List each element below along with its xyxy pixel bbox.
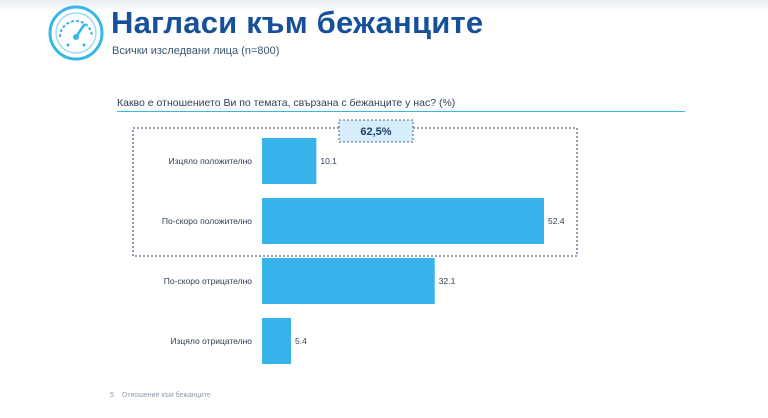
value-label: 52.4	[548, 216, 565, 226]
bar	[262, 258, 435, 304]
bar-group: Изцяло положително 10.1 По-скоро положител…	[162, 138, 565, 364]
category-label: По-скоро отрицателно	[164, 276, 252, 286]
question-underline	[117, 111, 685, 112]
page-title: Нагласи към бежанците	[111, 5, 484, 40]
page-number: 5	[110, 392, 114, 399]
category-label: По-скоро положително	[162, 216, 252, 226]
positive-share-callout-bg	[338, 119, 414, 143]
page-subtitle: Всички изследвани лица (n=800)	[112, 45, 280, 57]
top-strip	[0, 0, 768, 12]
category-label: Изцяло положително	[168, 156, 252, 166]
gauge-logo-icon	[48, 5, 104, 61]
bar	[262, 318, 292, 364]
category-label: Изцяло отрицателно	[170, 336, 252, 346]
bar	[262, 198, 544, 244]
value-label: 5.4	[295, 336, 307, 346]
footer: 5 Отношение към бежанците	[110, 392, 217, 399]
value-label: 10.1	[320, 156, 337, 166]
chart-question: Какво е отношението Ви по темата, свърза…	[117, 97, 456, 109]
positive-share-callout: 62,5%	[360, 126, 391, 138]
footer-caption: Отношение към бежанците	[121, 392, 211, 399]
bar	[262, 138, 317, 184]
value-label: 32.1	[439, 276, 456, 286]
